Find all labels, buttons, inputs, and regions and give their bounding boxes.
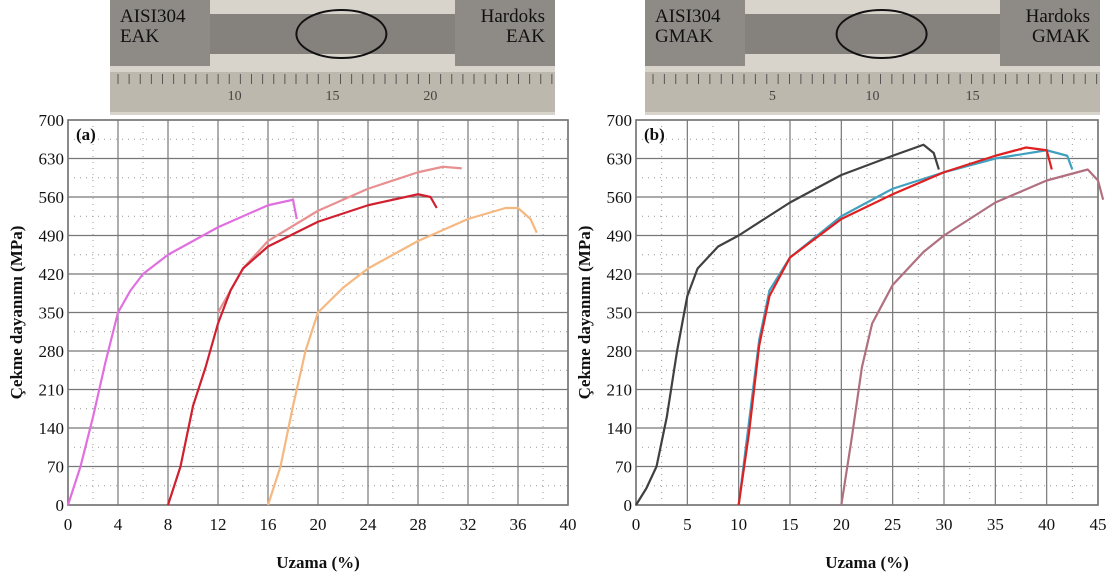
y-tick-label: 140 bbox=[607, 419, 633, 438]
specimen-gauge bbox=[210, 14, 455, 54]
y-tick-label: 560 bbox=[39, 188, 65, 207]
x-tick-label: 10 bbox=[730, 515, 747, 534]
photo-label: EAK bbox=[120, 26, 159, 47]
y-tick-label: 0 bbox=[624, 496, 633, 515]
curve bbox=[66, 198, 298, 506]
y-axis-title: Çekme dayanımı (MPa) bbox=[575, 226, 594, 400]
panel-label: (b) bbox=[644, 125, 665, 144]
y-tick-label: 280 bbox=[607, 342, 633, 361]
x-tick-label: 15 bbox=[782, 515, 799, 534]
y-tick-label: 700 bbox=[39, 111, 65, 130]
y-tick-label: 700 bbox=[607, 111, 633, 130]
x-tick-label: 35 bbox=[987, 515, 1004, 534]
x-tick-label: 20 bbox=[310, 515, 327, 534]
specimen-grip bbox=[1000, 0, 1100, 66]
curve bbox=[166, 193, 438, 506]
specimen-grip bbox=[645, 0, 745, 66]
x-tick-label: 0 bbox=[632, 515, 641, 534]
photo-label: AISI304 bbox=[655, 6, 721, 27]
ruler-number: 5 bbox=[769, 89, 776, 104]
photo-label: EAK bbox=[506, 26, 545, 47]
x-axis-title: Uzama (%) bbox=[276, 553, 360, 572]
y-tick-label: 280 bbox=[39, 342, 65, 361]
ruler-number: 20 bbox=[423, 89, 437, 104]
ruler bbox=[110, 72, 555, 112]
curve bbox=[635, 143, 940, 506]
photo-label: GMAK bbox=[655, 26, 713, 47]
x-tick-label: 20 bbox=[833, 515, 850, 534]
y-tick-label: 210 bbox=[39, 381, 65, 400]
x-tick-label: 30 bbox=[936, 515, 953, 534]
y-tick-label: 630 bbox=[607, 150, 633, 169]
y-tick-label: 70 bbox=[47, 458, 64, 477]
y-tick-label: 560 bbox=[607, 188, 633, 207]
curve bbox=[840, 168, 1105, 506]
x-tick-label: 24 bbox=[360, 515, 378, 534]
ruler-number: 15 bbox=[966, 89, 980, 104]
y-tick-label: 490 bbox=[607, 227, 633, 246]
x-tick-label: 36 bbox=[510, 515, 527, 534]
x-tick-label: 5 bbox=[683, 515, 692, 534]
panel-label: (a) bbox=[76, 125, 96, 144]
ruler-number: 15 bbox=[326, 89, 340, 104]
y-tick-label: 70 bbox=[615, 458, 632, 477]
specimen-grip bbox=[110, 0, 210, 66]
x-tick-label: 32 bbox=[460, 515, 477, 534]
x-tick-label: 16 bbox=[260, 515, 277, 534]
y-tick-label: 0 bbox=[56, 496, 65, 515]
x-axis-title: Uzama (%) bbox=[825, 553, 909, 572]
curve bbox=[737, 146, 1053, 506]
x-tick-label: 28 bbox=[410, 515, 427, 534]
x-tick-label: 0 bbox=[64, 515, 73, 534]
x-tick-label: 8 bbox=[164, 515, 173, 534]
x-tick-label: 4 bbox=[114, 515, 123, 534]
x-tick-label: 40 bbox=[560, 515, 577, 534]
weld-circle bbox=[295, 9, 388, 59]
photo-label: AISI304 bbox=[120, 6, 186, 27]
specimen-gauge bbox=[745, 14, 1000, 54]
x-tick-label: 25 bbox=[884, 515, 901, 534]
ruler-number: 10 bbox=[228, 89, 242, 104]
y-tick-label: 490 bbox=[39, 227, 65, 246]
x-tick-label: 12 bbox=[210, 515, 227, 534]
y-tick-label: 210 bbox=[607, 381, 633, 400]
x-tick-label: 45 bbox=[1090, 515, 1107, 534]
weld-circle bbox=[835, 9, 928, 59]
photo-label: Hardoks bbox=[481, 6, 545, 27]
y-tick-label: 350 bbox=[39, 304, 65, 323]
y-tick-label: 630 bbox=[39, 150, 65, 169]
photo-label: GMAK bbox=[1032, 26, 1090, 47]
specimen-grip bbox=[455, 0, 555, 66]
x-tick-label: 40 bbox=[1038, 515, 1055, 534]
y-axis-title: Çekme dayanımı (MPa) bbox=[7, 226, 26, 400]
ruler-number: 10 bbox=[866, 89, 880, 104]
y-tick-label: 420 bbox=[607, 265, 633, 284]
y-tick-label: 350 bbox=[607, 304, 633, 323]
curve bbox=[266, 206, 538, 506]
photo-label: Hardoks bbox=[1026, 6, 1090, 27]
y-tick-label: 140 bbox=[39, 419, 65, 438]
y-tick-label: 420 bbox=[39, 265, 65, 284]
